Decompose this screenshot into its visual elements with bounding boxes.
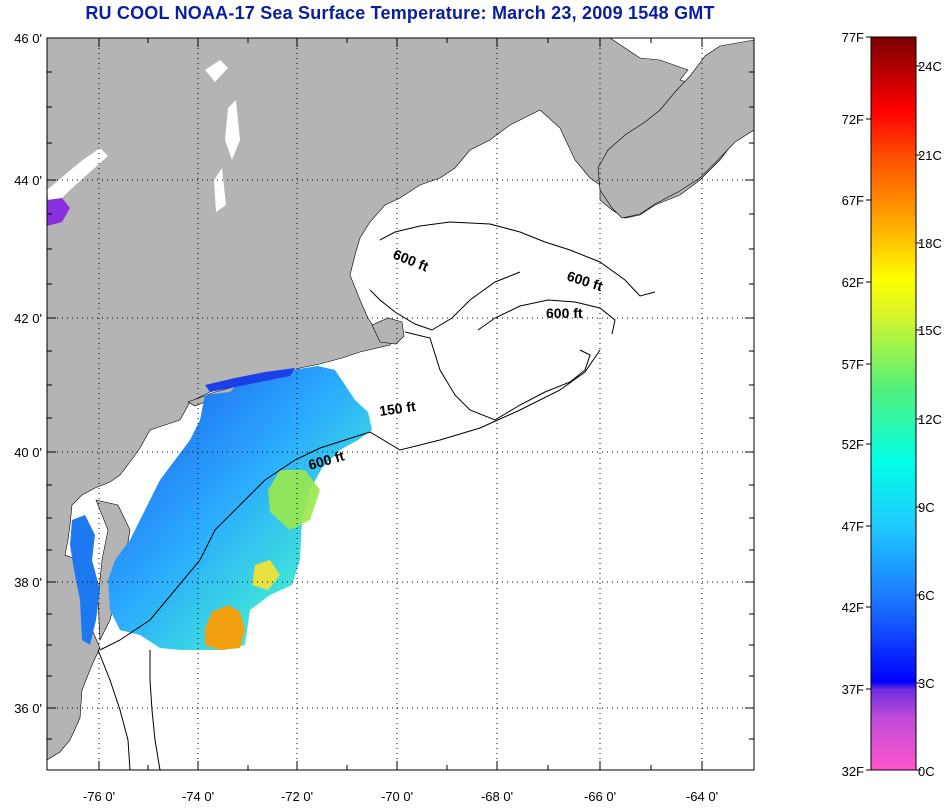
lake-patch-1: [205, 60, 228, 82]
cbar-c-6: 6C: [918, 588, 935, 603]
contour-150ft: [404, 331, 591, 421]
map-title: RU COOL NOAA-17 Sea Surface Temperature:…: [85, 3, 715, 23]
longitude-labels: -76 0' -74 0' -72 0' -70 0' -68 0' -66 0…: [83, 789, 718, 804]
cbar-f-32: 32F: [842, 764, 864, 779]
cbar-c-12: 12C: [918, 412, 942, 427]
lake-champlain-edge: [47, 148, 108, 210]
lat-label-42: 42 0': [14, 311, 42, 326]
map-frame: [46, 37, 755, 771]
cbar-c-18: 18C: [918, 236, 942, 251]
sst-purple-lake: [47, 198, 70, 226]
lat-label-38: 38 0': [14, 575, 42, 590]
lon-label-64: -64 0': [686, 789, 718, 804]
cbar-f-62: 62F: [842, 275, 864, 290]
graticule: [47, 38, 754, 770]
colorbar-ticks: [866, 36, 921, 771]
lon-label-66: -66 0': [584, 789, 616, 804]
latitude-labels: 46 0' 44 0' 42 0' 40 0' 38 0' 36 0': [14, 31, 42, 716]
contour-label-georges-600: 600 ft: [546, 305, 583, 321]
lat-label-46: 46 0': [14, 31, 42, 46]
colorbar-f-labels: 77F 72F 67F 62F 57F 52F 47F 42F 37F 32F: [842, 30, 864, 779]
axis-ticks: [47, 37, 754, 770]
cbar-f-37: 37F: [842, 682, 864, 697]
cbar-c-15: 15C: [918, 323, 942, 338]
colorbar-c-labels: 24C 21C 18C 15C 12C 9C 6C 3C 0C: [918, 59, 942, 779]
cbar-c-0: 0C: [918, 764, 935, 779]
lon-label-76: -76 0': [83, 789, 115, 804]
cbar-c-24: 24C: [918, 59, 942, 74]
land-nova-scotia: [597, 39, 754, 219]
colorbar-gradient: [870, 36, 917, 771]
cbar-c-9: 9C: [918, 500, 935, 515]
colorbar: 77F 72F 67F 62F 57F 52F 47F 42F 37F 32F …: [842, 30, 942, 779]
sst-warm-patch-green: [268, 470, 320, 530]
lat-label-36: 36 0': [14, 701, 42, 716]
lon-label-70: -70 0': [381, 789, 413, 804]
sst-sound-patch: [205, 368, 295, 392]
cbar-f-77: 77F: [842, 30, 864, 45]
cbar-c-3: 3C: [918, 676, 935, 691]
contour-600ft-shelf: [99, 349, 601, 651]
lake-patch-3: [214, 168, 226, 212]
lon-label-74: -74 0': [182, 789, 214, 804]
sst-warm-patch-orange: [205, 605, 245, 650]
lat-label-40: 40 0': [14, 445, 42, 460]
cbar-f-52: 52F: [842, 437, 864, 452]
lat-label-44: 44 0': [14, 173, 42, 188]
contour-label-150: 150 ft: [378, 398, 417, 419]
cbar-f-47: 47F: [842, 519, 864, 534]
cbar-f-72: 72F: [842, 112, 864, 127]
cbar-f-42: 42F: [842, 600, 864, 615]
lon-label-72: -72 0': [281, 789, 313, 804]
contour-south-inner: [97, 649, 131, 770]
contour-600ft-gulf: [379, 221, 656, 297]
lon-label-68: -68 0': [481, 789, 513, 804]
contour-south-shelf: [149, 650, 161, 770]
cbar-c-21: 21C: [918, 148, 942, 163]
map-panel: 600 ft 600 ft 600 ft 150 ft 600 ft: [47, 38, 754, 770]
lake-patch-2: [225, 100, 240, 160]
cbar-f-67: 67F: [842, 193, 864, 208]
contour-inner-gulf: [369, 271, 521, 331]
cbar-f-57: 57F: [842, 357, 864, 372]
land-us-mainland: [47, 38, 754, 761]
sst-cold-bay: [70, 515, 100, 645]
sst-data-region: [108, 366, 372, 650]
